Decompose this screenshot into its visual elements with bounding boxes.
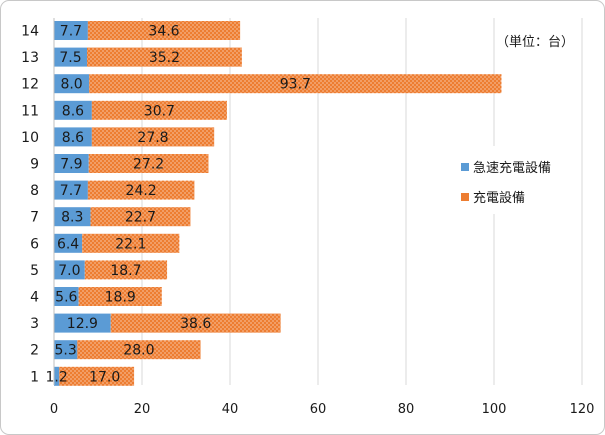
bar-normal <box>88 154 209 173</box>
bar-rapid <box>54 313 111 333</box>
bar-normal <box>90 207 191 227</box>
bar-normal <box>87 21 241 40</box>
bar-normal <box>110 313 281 333</box>
data-label-rapid: 7.9 <box>60 157 82 173</box>
data-label-normal: 34.6 <box>148 24 179 40</box>
legend-label-normal: 充電設備 <box>473 191 526 206</box>
legend-item-rapid: 急速充電設備 <box>461 157 551 176</box>
bar-rapid <box>54 154 89 173</box>
bar-rapid <box>54 21 88 40</box>
data-label-rapid: 8.3 <box>61 210 83 226</box>
bar-normal <box>87 47 242 67</box>
legend-swatch-rapid <box>461 162 469 171</box>
data-label-normal: 38.6 <box>180 316 211 332</box>
data-label-normal: 18.7 <box>110 263 141 279</box>
legend-swatch-normal <box>461 192 469 201</box>
x-tick-label: 60 <box>310 402 327 417</box>
bar-normal <box>91 127 215 147</box>
legend-label-rapid: 急速充電設備 <box>473 161 552 176</box>
x-tick-label: 40 <box>222 402 239 417</box>
data-label-normal: 30.7 <box>144 103 175 119</box>
axes: 0 20 40 60 80 100 120 14 13 12 11 10 9 8 7 6 5 4 3 2 1 <box>21 18 594 417</box>
data-label-rapid: 7.7 <box>60 24 82 40</box>
y-tick-label: 7 <box>30 210 39 226</box>
data-label-rapid: 12.9 <box>67 316 98 332</box>
bar-normal <box>82 233 180 253</box>
bar-rapid <box>54 340 78 360</box>
bar-rapid <box>54 233 83 253</box>
bar-rapid <box>54 366 60 386</box>
data-label-normal: 28.0 <box>123 343 154 359</box>
data-label-normal: 93.7 <box>280 77 311 93</box>
y-tick-label: 3 <box>30 316 39 332</box>
data-label-rapid: 7.0 <box>58 263 80 279</box>
x-tick-label: 100 <box>482 402 507 417</box>
data-label-rapid: 7.7 <box>60 183 82 199</box>
legend-item-normal: 充電設備 <box>461 187 525 206</box>
y-tick-label: 2 <box>30 343 39 359</box>
data-label-normal: 17.0 <box>89 369 120 385</box>
y-tick-label: 4 <box>30 290 39 306</box>
data-label-rapid: 7.5 <box>59 50 81 66</box>
y-tick-label: 10 <box>21 130 39 146</box>
bar-rapid <box>54 260 85 280</box>
data-label-normal: 22.1 <box>115 236 146 252</box>
data-label-normal: 18.9 <box>105 290 136 306</box>
y-tick-label: 5 <box>30 263 39 279</box>
bar-rapid <box>54 287 79 306</box>
data-label-rapid: 1.2 <box>46 369 68 385</box>
data-label-rapid: 8.6 <box>62 103 84 119</box>
data-label-rapid: 5.3 <box>55 343 77 359</box>
x-tick-label: 0 <box>50 402 58 417</box>
data-label-rapid: 8.6 <box>62 130 84 146</box>
bar-rapid <box>54 180 88 200</box>
data-label-normal: 27.8 <box>137 130 168 146</box>
y-tick-label: 8 <box>30 183 39 199</box>
y-tick-label: 11 <box>21 103 39 119</box>
y-tick-label: 6 <box>30 236 39 252</box>
data-labels: 7.7 34.6 7.5 35.2 8.0 93.7 8.6 30.7 8.6 27.8 7.9 27… <box>46 24 311 386</box>
x-tick-label: 80 <box>398 402 415 417</box>
bar-normal <box>91 100 227 120</box>
bar-normal <box>78 287 162 306</box>
data-label-normal: 27.2 <box>133 157 164 173</box>
bar-normal <box>77 340 201 360</box>
bar-normal <box>89 74 502 94</box>
data-label-rapid: 6.4 <box>57 236 79 252</box>
bars <box>54 21 502 386</box>
legend: 急速充電設備 充電設備 <box>453 146 581 214</box>
bar-rapid <box>54 47 87 67</box>
y-tick-label: 12 <box>21 77 39 93</box>
x-tick-label: 20 <box>134 402 151 417</box>
y-tick-label: 9 <box>30 157 39 173</box>
unit-note: （単位：台） <box>496 35 575 50</box>
y-tick-label: 13 <box>21 50 39 66</box>
bar-rapid <box>54 207 91 227</box>
data-label-normal: 22.7 <box>125 210 156 226</box>
data-label-normal: 35.2 <box>149 50 180 66</box>
y-tick-label: 14 <box>21 24 39 40</box>
data-label-rapid: 8.0 <box>60 77 82 93</box>
bar-normal <box>59 366 135 386</box>
bar-normal <box>87 180 195 200</box>
data-label-rapid: 5.6 <box>55 290 77 306</box>
bar-normal <box>84 260 168 280</box>
x-tick-label: 120 <box>570 402 595 417</box>
bar-rapid <box>54 74 90 94</box>
y-tick-label: 1 <box>30 369 39 385</box>
bar-rapid <box>54 127 92 147</box>
bar-rapid <box>54 100 92 120</box>
data-label-normal: 24.2 <box>126 183 157 199</box>
